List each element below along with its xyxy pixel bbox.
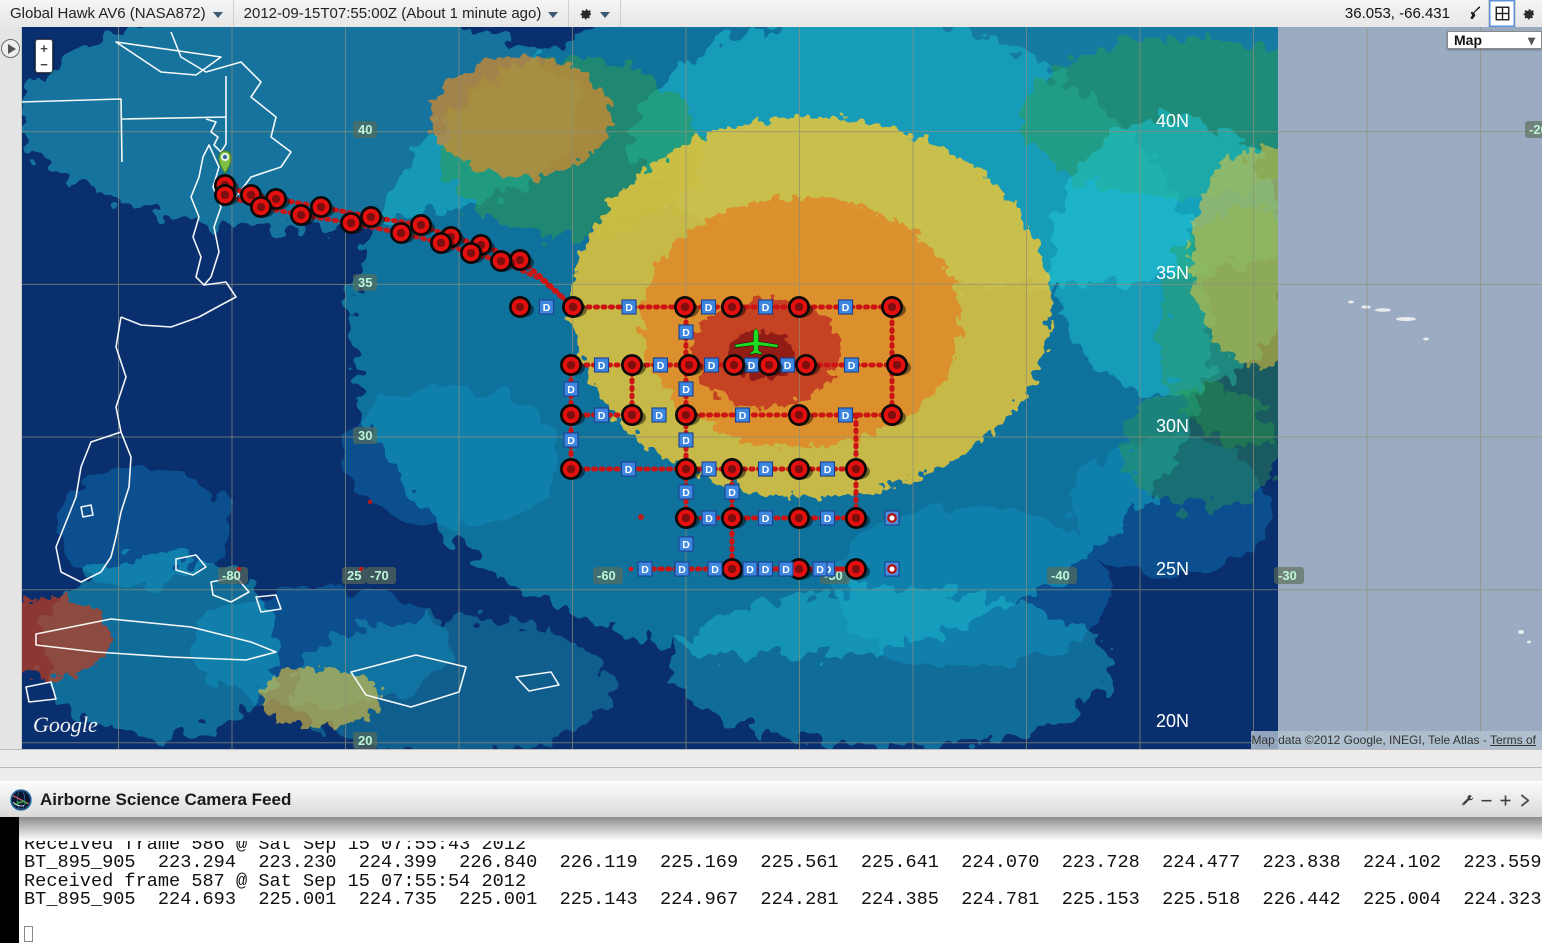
- svg-text:-70: -70: [370, 568, 389, 583]
- svg-text:30: 30: [358, 428, 372, 443]
- svg-text:40: 40: [358, 122, 372, 137]
- svg-text:35N: 35N: [1156, 263, 1189, 283]
- svg-text:30N: 30N: [1156, 416, 1189, 436]
- svg-text:-30: -30: [1278, 568, 1297, 583]
- svg-text:35: 35: [358, 275, 372, 290]
- svg-text:25N: 25N: [1156, 559, 1189, 579]
- svg-text:-20: -20: [1529, 122, 1542, 137]
- svg-text:40N: 40N: [1156, 111, 1189, 131]
- svg-text:-40: -40: [1051, 568, 1070, 583]
- svg-text:20: 20: [358, 733, 372, 748]
- svg-text:Google: Google: [33, 712, 98, 737]
- svg-text:-60: -60: [597, 568, 616, 583]
- svg-text:20N: 20N: [1156, 711, 1189, 731]
